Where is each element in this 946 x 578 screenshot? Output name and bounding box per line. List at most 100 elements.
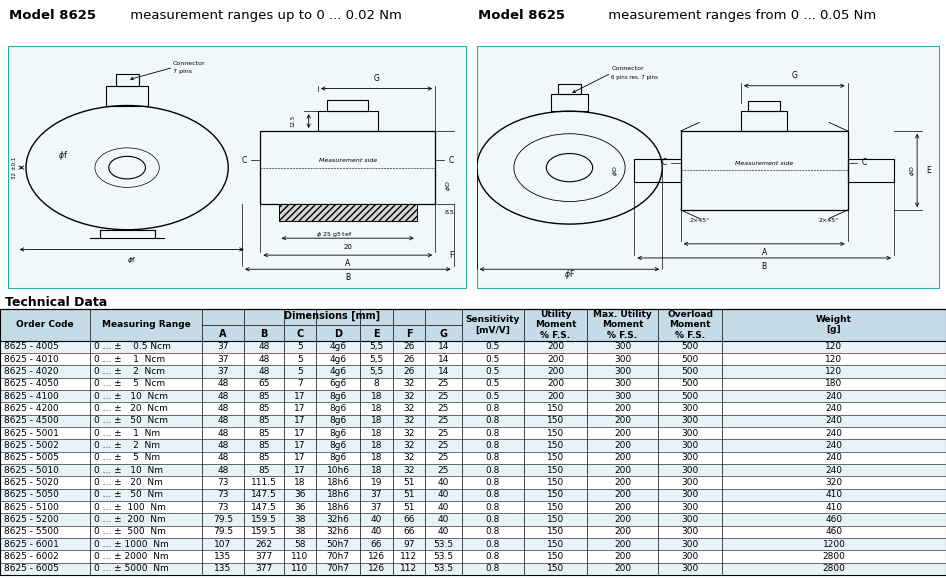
Text: 0 ... ±  200  Nm: 0 ... ± 200 Nm <box>94 515 166 524</box>
Bar <box>0 538 946 550</box>
Text: 300: 300 <box>614 367 631 376</box>
Text: 200: 200 <box>547 379 564 388</box>
Text: 0.5: 0.5 <box>486 367 500 376</box>
Text: F: F <box>406 329 412 339</box>
Text: 40: 40 <box>438 515 449 524</box>
Text: 36: 36 <box>294 490 306 499</box>
Text: 32h6: 32h6 <box>326 527 349 536</box>
Text: 500: 500 <box>681 392 699 401</box>
Text: 53.5: 53.5 <box>433 564 453 573</box>
Text: 300: 300 <box>681 515 699 524</box>
Text: $\phi$D: $\phi$D <box>908 165 917 176</box>
Text: 48: 48 <box>218 429 229 438</box>
Text: 0.8: 0.8 <box>486 552 500 561</box>
Text: 300: 300 <box>681 416 699 425</box>
Text: 8625 - 5002: 8625 - 5002 <box>4 441 59 450</box>
Text: 150: 150 <box>547 466 564 475</box>
Text: 410: 410 <box>826 490 843 499</box>
Text: $\phi$D: $\phi$D <box>611 165 621 176</box>
Text: 40: 40 <box>371 527 382 536</box>
Text: 70h7: 70h7 <box>326 552 349 561</box>
Text: 40: 40 <box>438 503 449 512</box>
Text: Dimensions [mm]: Dimensions [mm] <box>284 311 380 321</box>
Text: 300: 300 <box>614 355 631 364</box>
Text: 8625 - 5050: 8625 - 5050 <box>4 490 59 499</box>
Text: 0.8: 0.8 <box>486 416 500 425</box>
Text: 300: 300 <box>681 404 699 413</box>
Text: 1200: 1200 <box>823 540 846 549</box>
Text: Order Code: Order Code <box>16 320 74 329</box>
Text: 300: 300 <box>681 441 699 450</box>
Text: 320: 320 <box>826 478 843 487</box>
Text: Technical Data: Technical Data <box>5 296 107 309</box>
Text: 240: 240 <box>826 466 843 475</box>
Text: 10h6: 10h6 <box>326 466 349 475</box>
Text: 32: 32 <box>403 466 414 475</box>
Text: 240: 240 <box>826 429 843 438</box>
Text: 5,5: 5,5 <box>369 342 384 351</box>
Text: 32: 32 <box>403 416 414 425</box>
Text: 300: 300 <box>681 503 699 512</box>
Text: Model 8625: Model 8625 <box>478 9 565 21</box>
Text: 32 ±0.1: 32 ±0.1 <box>11 157 17 179</box>
Text: Connector: Connector <box>611 66 644 71</box>
Text: 79.5: 79.5 <box>213 515 233 524</box>
Text: 300: 300 <box>614 392 631 401</box>
Text: 300: 300 <box>681 453 699 462</box>
Text: 5: 5 <box>297 355 303 364</box>
Text: 18h6: 18h6 <box>326 503 349 512</box>
Text: 40: 40 <box>438 490 449 499</box>
Text: 12.5: 12.5 <box>289 115 295 127</box>
Text: 66: 66 <box>403 527 414 536</box>
Text: 32h6: 32h6 <box>326 515 349 524</box>
Text: 18: 18 <box>371 416 382 425</box>
Text: G: G <box>440 329 447 339</box>
Text: 200: 200 <box>614 441 631 450</box>
Text: 8625 - 4050: 8625 - 4050 <box>4 379 59 388</box>
Text: 0 ... ±    1  Nm: 0 ... ± 1 Nm <box>94 429 160 438</box>
Text: 4g6: 4g6 <box>329 367 346 376</box>
Text: 48: 48 <box>218 392 229 401</box>
Text: 180: 180 <box>825 379 843 388</box>
Text: 25: 25 <box>438 429 449 438</box>
Text: 0 ... ±  500  Nm: 0 ... ± 500 Nm <box>94 527 166 536</box>
Text: 48: 48 <box>218 441 229 450</box>
Text: 240: 240 <box>826 404 843 413</box>
Text: 150: 150 <box>547 564 564 573</box>
Text: 150: 150 <box>547 503 564 512</box>
Text: 17: 17 <box>294 466 306 475</box>
Text: 8625 - 5020: 8625 - 5020 <box>4 478 59 487</box>
Text: 300: 300 <box>681 490 699 499</box>
Text: 159.5: 159.5 <box>251 527 277 536</box>
Text: 300: 300 <box>614 342 631 351</box>
Text: 5: 5 <box>297 367 303 376</box>
Text: 40: 40 <box>438 478 449 487</box>
Bar <box>115 75 139 86</box>
Bar <box>0 513 946 525</box>
Bar <box>0 464 946 476</box>
Text: 0 ... ±   50  Ncm: 0 ... ± 50 Ncm <box>94 416 168 425</box>
Text: 50h7: 50h7 <box>326 540 349 549</box>
Text: 5,5: 5,5 <box>369 355 384 364</box>
Text: 460: 460 <box>826 515 843 524</box>
Text: 8: 8 <box>374 379 379 388</box>
Text: 150: 150 <box>547 515 564 524</box>
Text: 32: 32 <box>403 379 414 388</box>
Text: 110: 110 <box>291 564 308 573</box>
Text: 135: 135 <box>215 564 232 573</box>
Text: 17: 17 <box>294 392 306 401</box>
Text: 8g6: 8g6 <box>329 392 346 401</box>
Text: C: C <box>862 158 867 167</box>
Text: 18: 18 <box>371 466 382 475</box>
Text: 48: 48 <box>218 453 229 462</box>
Text: A: A <box>345 260 350 268</box>
Text: 6g6: 6g6 <box>329 379 346 388</box>
Text: 8625 - 5100: 8625 - 5100 <box>4 503 59 512</box>
Text: 73: 73 <box>218 478 229 487</box>
Text: 0 ... ±    1  Ncm: 0 ... ± 1 Ncm <box>94 355 166 364</box>
Text: 300: 300 <box>681 466 699 475</box>
Text: 48: 48 <box>258 342 270 351</box>
Text: Utility
Moment
% F.S.: Utility Moment % F.S. <box>534 310 576 340</box>
Text: 200: 200 <box>614 527 631 536</box>
Bar <box>327 100 369 111</box>
